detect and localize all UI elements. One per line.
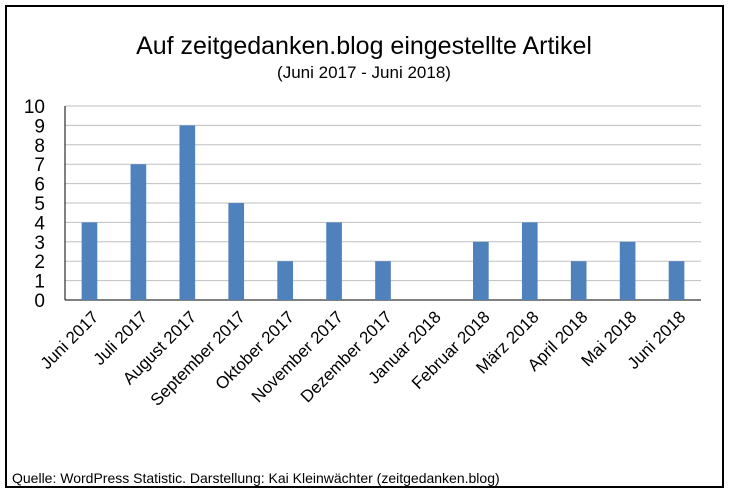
y-tick-label: 9 (34, 116, 45, 137)
bar (668, 261, 685, 300)
bar (619, 241, 636, 300)
bar (570, 261, 587, 300)
bar (521, 222, 538, 300)
x-tick-label: Juni 2017 (37, 307, 103, 373)
y-tick-label: 3 (34, 233, 45, 254)
y-tick-label: 6 (34, 175, 45, 196)
bar (277, 261, 293, 300)
bar (81, 222, 98, 300)
bar (179, 125, 196, 301)
bar (228, 203, 245, 300)
bar (130, 164, 147, 300)
y-tick-label: 10 (24, 97, 45, 118)
chart-subtitle: (Juni 2017 - Juni 2018) (277, 63, 451, 82)
bar (375, 261, 391, 300)
y-tick-label: 0 (34, 291, 45, 312)
y-tick-label: 2 (34, 252, 45, 273)
y-tick-label: 8 (34, 136, 45, 157)
y-tick-label: 4 (34, 213, 45, 234)
source-note: Quelle: WordPress Statistic. Darstellung… (12, 470, 500, 486)
bar (473, 241, 489, 300)
y-tick-label: 7 (34, 155, 45, 176)
y-tick-label: 5 (34, 194, 45, 215)
bar (326, 222, 342, 300)
gridlines (65, 105, 701, 282)
chart-frame (5, 5, 724, 488)
y-tick-label: 1 (34, 272, 45, 293)
bars (81, 125, 685, 301)
chart-title: Auf zeitgedanken.blog eingestellte Artik… (136, 32, 592, 60)
